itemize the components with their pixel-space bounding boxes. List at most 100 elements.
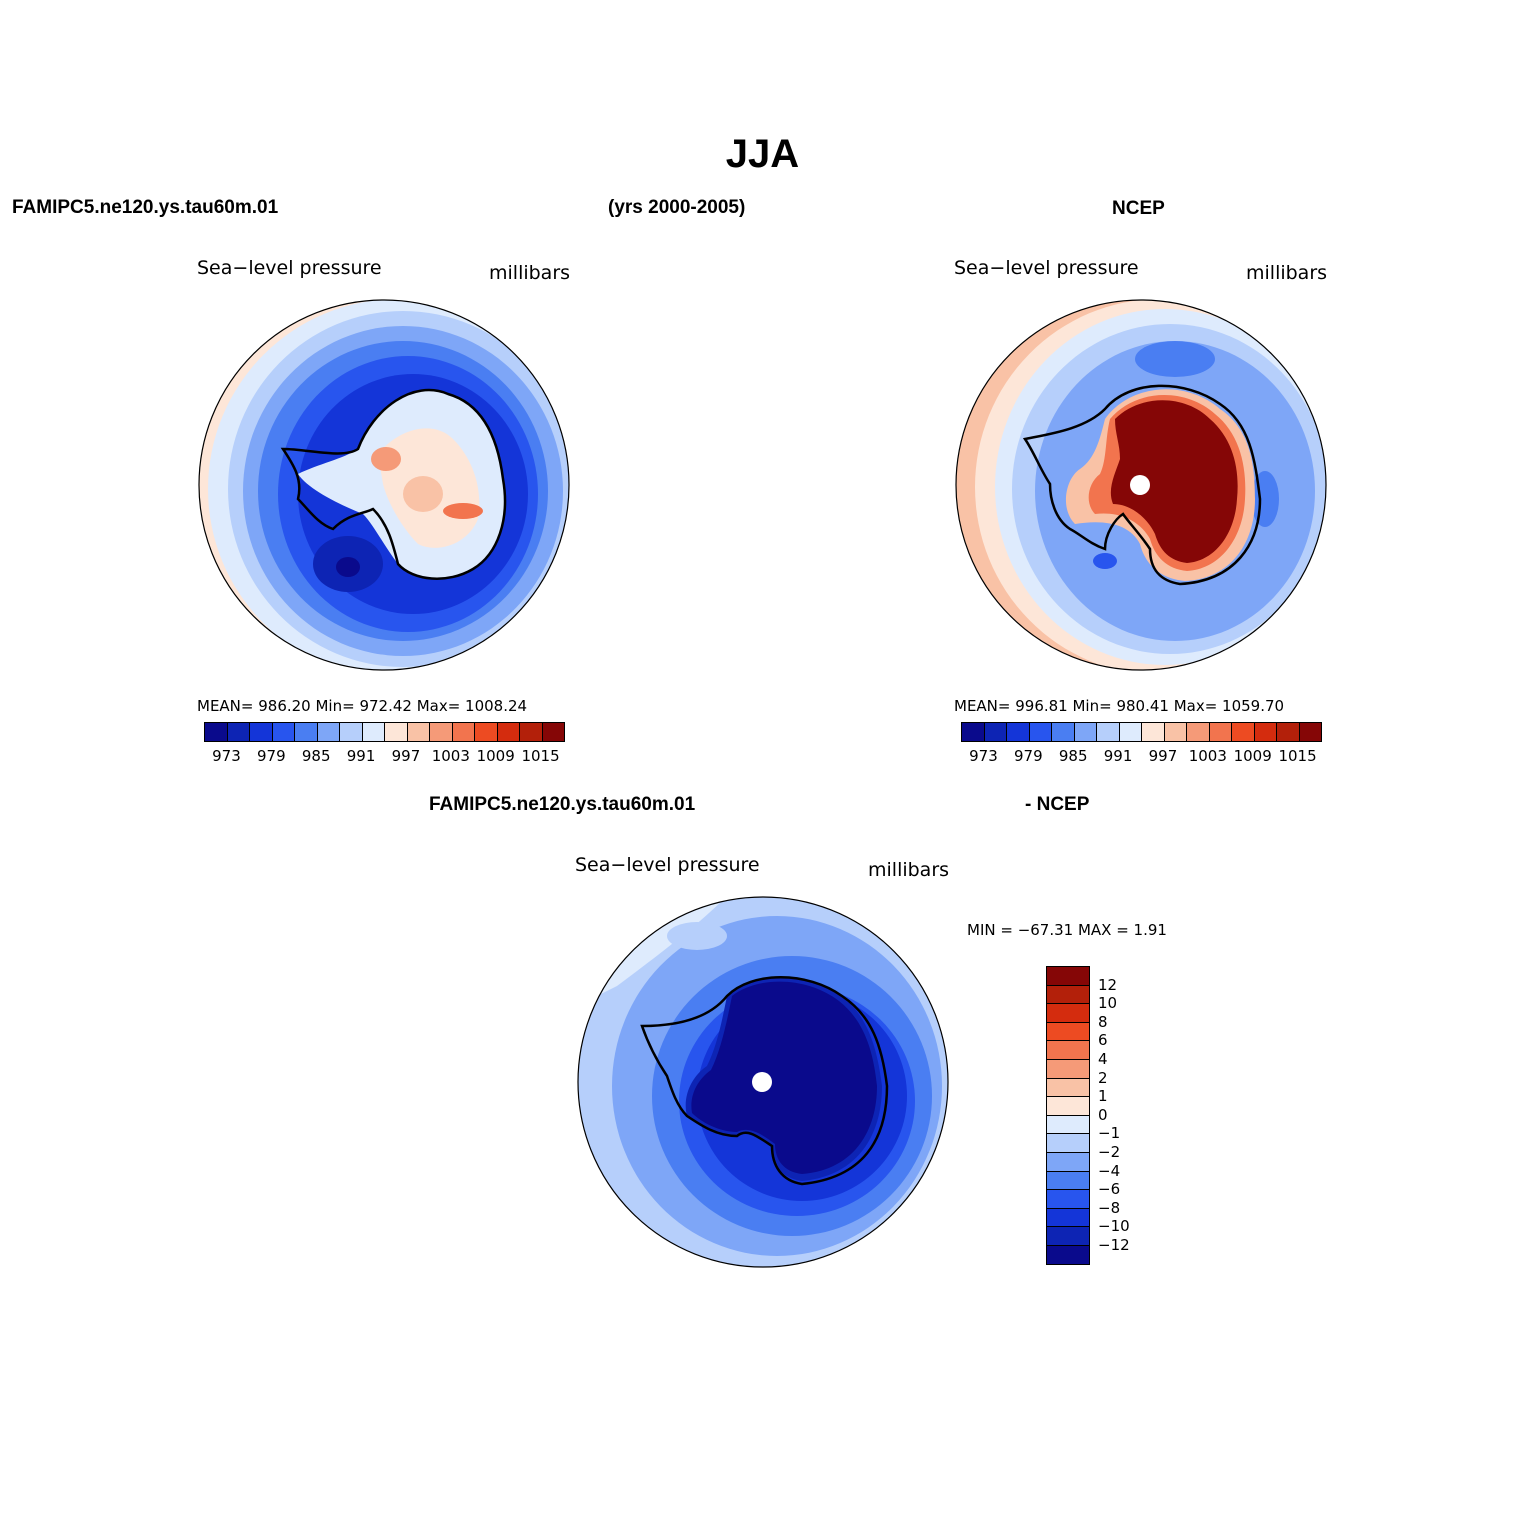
colorbar-swatch [1047,1097,1089,1116]
colorbar-swatch [1047,1041,1089,1060]
colorbar-tick-label: 997 [391,747,421,765]
colorbar-tick-label: 979 [1013,747,1043,765]
colorbar-swatch [1209,723,1232,741]
panel3-map [577,896,949,1268]
colorbar-tick-label: −6 [1098,1180,1121,1199]
colorbar-tick-label: −12 [1098,1236,1130,1254]
colorbar-swatch [1029,723,1052,741]
colorbar-tick-label: −2 [1098,1143,1121,1161]
panel2-units-label: millibars [1246,262,1328,284]
colorbar-swatch [1047,1208,1089,1228]
panel1-map [198,299,570,671]
colorbar-swatch [475,723,498,741]
panel1-field-label: Sea−level pressure [197,257,382,279]
colorbar-tick-label: 1009 [1233,747,1272,765]
colorbar-swatch [1142,723,1165,741]
colorbar-tick-label: 991 [1103,747,1133,765]
bottom-header-left: FAMIPC5.ne120.ys.tau60m.01 [429,794,696,815]
panel2-stats: MEAN= 996.81 Min= 980.41 Max= 1059.70 [954,697,1285,715]
colorbar-swatch [1047,1022,1089,1042]
colorbar-swatch [295,723,318,741]
bottom-header-right: - NCEP [1025,794,1090,815]
colorbar-tick-label: 8 [1098,1012,1108,1031]
panel3-colorbar [1046,966,1090,1265]
colorbar-swatch [1299,723,1321,741]
colorbar-tick-label: 4 [1098,1050,1108,1068]
colorbar-swatch [1047,1004,1089,1023]
colorbar-swatch [497,723,520,741]
header-left: FAMIPC5.ne120.ys.tau60m.01 [12,197,279,218]
colorbar-swatch [1074,723,1097,741]
colorbar-swatch [962,723,985,741]
colorbar-swatch [205,723,228,741]
colorbar-tick-label: 997 [1148,747,1178,765]
colorbar-tick-label: 2 [1098,1068,1108,1087]
colorbar-swatch [407,723,430,741]
colorbar-swatch [1047,1171,1089,1191]
colorbar-swatch [250,723,273,741]
colorbar-swatch [1047,1134,1089,1153]
colorbar-swatch [1047,967,1089,986]
colorbar-tick-label: 973 [212,747,241,765]
colorbar-swatch [1164,723,1187,741]
colorbar-swatch [1254,723,1277,741]
colorbar-swatch [430,723,453,741]
colorbar-tick-label: 1003 [431,747,470,765]
colorbar-tick-label: 12 [1098,975,1118,994]
colorbar-tick-label: 973 [969,747,998,765]
colorbar-tick-label: −4 [1098,1161,1121,1180]
colorbar-tick-label: 10 [1098,994,1118,1013]
colorbar-tick-label: −1 [1098,1124,1121,1143]
colorbar-swatch [542,723,564,741]
colorbar-swatch [1007,723,1030,741]
colorbar-tick-label: 0 [1098,1105,1108,1124]
colorbar-tick-label: −10 [1098,1217,1130,1236]
colorbar-swatch [1047,1190,1089,1209]
colorbar-tick-label: 985 [1058,747,1088,765]
colorbar-swatch [1052,723,1075,741]
header-center: (yrs 2000-2005) [608,197,746,218]
colorbar-tick-label: 991 [346,747,376,765]
panel3-field-label: Sea−level pressure [575,854,760,876]
colorbar-swatch [385,723,408,741]
colorbar-swatch [272,723,295,741]
colorbar-swatch [1277,723,1300,741]
colorbar-tick-label: 985 [301,747,331,765]
panel2-colorbar [961,722,1322,742]
panel2-field-label: Sea−level pressure [954,257,1139,279]
colorbar-swatch [1047,1115,1089,1135]
panel3-units-label: millibars [868,859,950,881]
panel2-map [955,299,1327,671]
panel1-units-label: millibars [489,262,571,284]
colorbar-swatch [452,723,475,741]
colorbar-swatch [1047,985,1089,1005]
colorbar-swatch [1047,1227,1089,1246]
colorbar-swatch [1047,1059,1089,1079]
colorbar-tick-label: 1015 [1278,747,1317,765]
colorbar-tick-label: 1009 [476,747,515,765]
colorbar-swatch [362,723,385,741]
colorbar-tick-label: −8 [1098,1198,1121,1217]
colorbar-swatch [340,723,363,741]
panel1-colorbar [204,722,565,742]
colorbar-swatch [1232,723,1255,741]
panel1-stats: MEAN= 986.20 Min= 972.42 Max= 1008.24 [197,697,528,715]
colorbar-swatch [317,723,340,741]
colorbar-swatch [1097,723,1120,741]
figure-title: JJA [725,132,800,176]
colorbar-swatch [984,723,1007,741]
colorbar-swatch [1119,723,1142,741]
colorbar-swatch [227,723,250,741]
colorbar-tick-label: 1 [1098,1087,1108,1106]
colorbar-tick-label: 979 [256,747,286,765]
colorbar-swatch [1047,1152,1089,1172]
colorbar-swatch [1047,1078,1089,1098]
colorbar-tick-label: 1003 [1188,747,1227,765]
panel3-stats: MIN = −67.31 MAX = 1.91 [967,921,1167,939]
colorbar-tick-label: 1015 [521,747,560,765]
colorbar-swatch [1187,723,1210,741]
header-right: NCEP [1112,198,1165,219]
colorbar-swatch [520,723,543,741]
colorbar-swatch [1047,1245,1089,1264]
colorbar-tick-label: 6 [1098,1031,1108,1050]
